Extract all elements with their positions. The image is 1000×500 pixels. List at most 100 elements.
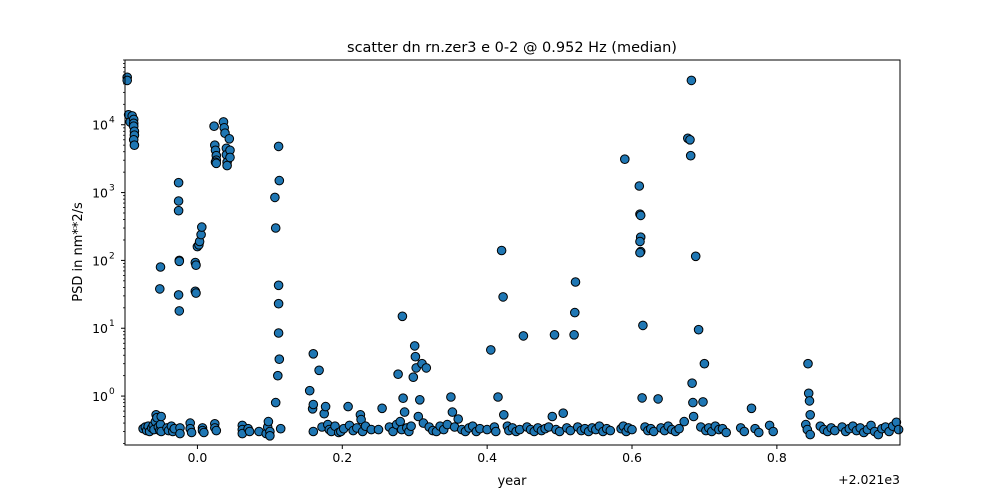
data-point xyxy=(547,411,558,422)
x-tick-label: 0.8 xyxy=(767,450,787,465)
data-point xyxy=(397,311,408,322)
data-point xyxy=(275,423,286,434)
data-point xyxy=(558,408,569,419)
data-point xyxy=(688,397,698,408)
data-point xyxy=(893,424,904,435)
data-point xyxy=(491,426,501,437)
data-point xyxy=(635,210,646,221)
data-point xyxy=(569,330,579,340)
y-tick-label: 10 xyxy=(92,253,108,268)
data-point xyxy=(393,369,403,380)
data-point xyxy=(270,192,280,203)
data-point xyxy=(373,424,384,435)
data-point xyxy=(273,298,284,309)
data-point xyxy=(173,290,184,300)
data-point xyxy=(270,223,281,233)
data-point xyxy=(627,424,637,435)
data-point xyxy=(685,150,696,161)
data-point xyxy=(197,222,207,232)
data-point xyxy=(273,370,283,381)
y-tick-label: 10 xyxy=(92,118,108,133)
data-point xyxy=(186,427,197,438)
data-point xyxy=(173,177,184,188)
data-point xyxy=(156,411,166,422)
y-tick-exponent: 4 xyxy=(109,116,115,126)
data-point xyxy=(175,428,185,439)
data-point xyxy=(635,247,645,258)
data-point xyxy=(273,141,284,152)
points-layer xyxy=(122,72,904,441)
data-point xyxy=(805,410,816,420)
data-point xyxy=(129,140,140,150)
data-point xyxy=(406,421,416,432)
data-point xyxy=(191,260,201,271)
data-point xyxy=(493,392,503,402)
data-point xyxy=(408,372,419,383)
data-point xyxy=(674,423,684,434)
data-point xyxy=(273,280,284,291)
data-point xyxy=(690,251,701,262)
data-point xyxy=(570,307,580,318)
x-tick-label: 0.4 xyxy=(477,450,497,465)
data-point xyxy=(653,394,663,404)
y-tick-exponent: 1 xyxy=(109,319,115,329)
data-point xyxy=(413,411,424,422)
y-tick-exponent: 3 xyxy=(109,184,115,194)
data-point xyxy=(688,411,699,422)
data-point xyxy=(211,158,222,169)
chart-title: scatter dn rn.zer3 e 0-2 @ 0.952 Hz (med… xyxy=(347,40,677,56)
data-point xyxy=(304,385,315,396)
data-point xyxy=(343,401,353,412)
y-tick-exponent: 0 xyxy=(109,387,115,397)
data-point xyxy=(803,358,813,369)
data-point xyxy=(620,154,630,164)
y-axis-label: PSD in nm**2/s xyxy=(71,202,86,302)
data-point xyxy=(635,236,645,247)
data-point xyxy=(805,429,816,440)
data-point xyxy=(222,160,232,171)
data-point xyxy=(453,414,464,424)
data-point xyxy=(447,407,458,417)
x-axis-offset-label: +2.021e3 xyxy=(838,472,900,487)
data-point xyxy=(199,427,209,438)
data-point xyxy=(173,205,184,216)
x-tick-label: 0.2 xyxy=(332,450,352,465)
data-point xyxy=(746,403,757,414)
data-point xyxy=(263,416,274,427)
data-point xyxy=(486,345,496,355)
data-point xyxy=(225,152,235,163)
data-point xyxy=(308,399,319,410)
data-point xyxy=(308,426,319,437)
data-point xyxy=(155,284,165,294)
x-tick-label: 0.6 xyxy=(622,450,642,465)
data-point xyxy=(174,306,185,316)
data-point xyxy=(421,363,432,373)
data-point xyxy=(399,407,410,417)
x-axis-label: year xyxy=(497,474,527,489)
data-point xyxy=(377,403,387,414)
y-tick-label: 10 xyxy=(92,186,108,201)
data-point xyxy=(549,330,560,340)
data-point xyxy=(273,328,284,338)
data-point xyxy=(685,135,695,145)
data-point xyxy=(398,393,408,404)
data-point xyxy=(274,175,285,186)
data-point xyxy=(699,358,710,369)
data-point xyxy=(754,427,764,438)
y-tick-label: 10 xyxy=(92,321,108,336)
data-point xyxy=(605,425,616,436)
data-point xyxy=(496,245,507,256)
x-axis-ticks: 0.0 0.2 0.4 0.6 0.8 xyxy=(187,445,787,465)
data-point xyxy=(693,324,704,335)
data-point xyxy=(768,426,779,437)
data-point xyxy=(308,349,319,359)
data-point xyxy=(356,414,366,425)
data-point xyxy=(698,397,708,407)
data-point xyxy=(270,397,281,408)
data-point xyxy=(499,410,509,420)
data-point xyxy=(224,134,235,144)
data-point xyxy=(155,262,166,272)
data-point xyxy=(174,256,185,267)
data-point xyxy=(274,354,285,365)
y-tick-label: 10 xyxy=(92,389,108,404)
